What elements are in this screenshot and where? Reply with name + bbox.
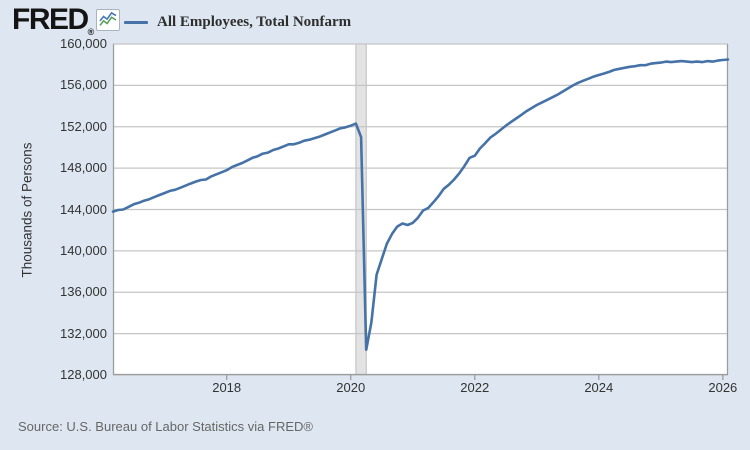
x-tick-label: 2026 xyxy=(708,380,738,395)
x-tick-label: 2018 xyxy=(212,380,242,395)
y-tick-label: 140,000 xyxy=(60,242,107,258)
fred-logo[interactable]: FRED® xyxy=(12,4,94,48)
legend: All Employees, Total Nonfarm xyxy=(124,12,351,32)
line-chart-icon xyxy=(99,12,117,26)
x-tick-label: 2020 xyxy=(336,380,366,395)
data-line[interactable] xyxy=(111,58,730,352)
y-tick-label: 136,000 xyxy=(60,284,107,300)
x-tick-label: 2024 xyxy=(584,380,614,395)
y-tick-label: 148,000 xyxy=(60,160,107,176)
y-tick-label: 152,000 xyxy=(60,118,107,134)
registered-mark: ® xyxy=(87,27,95,37)
fred-logo-text: FRED xyxy=(12,3,89,36)
y-tick-label: 160,000 xyxy=(60,36,107,51)
y-tick-label: 128,000 xyxy=(60,367,107,382)
y-tick-label: 156,000 xyxy=(60,77,107,93)
legend-series-label: All Employees, Total Nonfarm xyxy=(157,13,352,30)
source-text: Source: U.S. Bureau of Labor Statistics … xyxy=(18,419,313,434)
y-tick-label: 132,000 xyxy=(60,325,107,341)
y-axis-title: Thousands of Persons xyxy=(19,142,35,278)
x-tick-label: 2022 xyxy=(460,380,490,395)
y-tick-label: 144,000 xyxy=(60,201,107,217)
plot-area[interactable] xyxy=(111,43,730,380)
fred-mini-chart-icon xyxy=(96,9,120,31)
legend-line-swatch xyxy=(124,20,148,24)
